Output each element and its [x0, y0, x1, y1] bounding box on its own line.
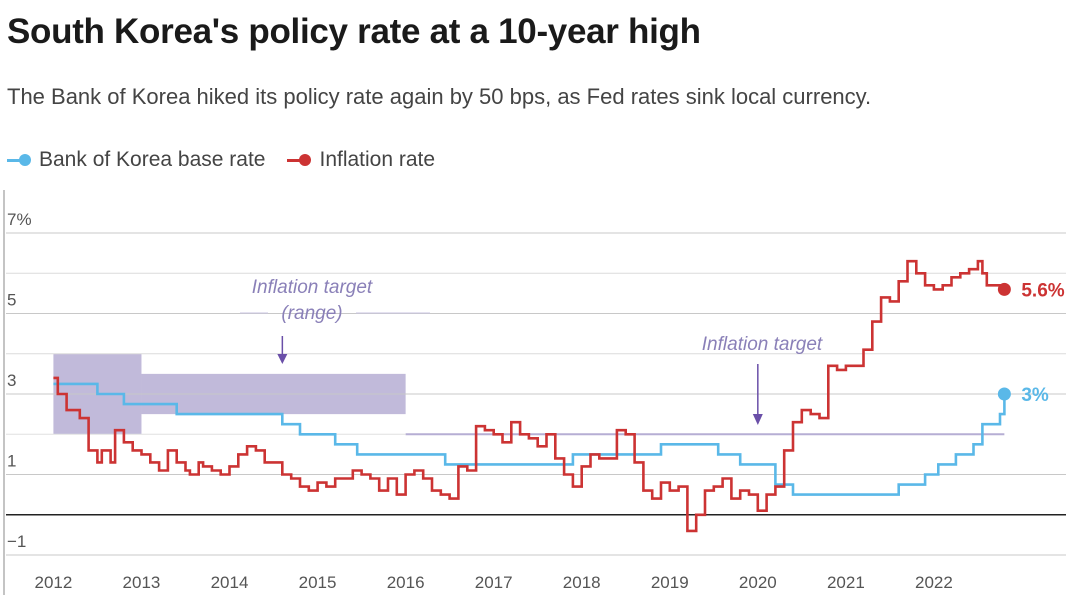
x-tick-label: 2017 — [475, 573, 513, 592]
x-tick-label: 2020 — [739, 573, 777, 592]
chart-subtitle: The Bank of Korea hiked its policy rate … — [7, 84, 872, 109]
x-tick-label: 2019 — [651, 573, 689, 592]
annotation-label: Inflation target — [252, 277, 373, 298]
x-axis-tick-labels: 2012 2013 2014 2015 2016 2017 2018 2019 2020 2021… — [35, 573, 953, 592]
y-tick-label: −1 — [7, 532, 26, 551]
y-tick-label: 5 — [7, 291, 16, 310]
x-tick-label: 2022 — [915, 573, 953, 592]
annotation-label: Inflation target — [702, 334, 823, 355]
y-tick-label: 3 — [7, 371, 16, 390]
y-tick-label: 1 — [7, 452, 16, 471]
gridlines — [3, 190, 1066, 595]
x-tick-label: 2014 — [211, 573, 249, 592]
inflation-rate-line — [53, 259, 1006, 533]
base-rate-end-label: 3% — [1021, 385, 1049, 406]
y-tick-label: 7% — [7, 210, 32, 229]
legend-label-base-rate: Bank of Korea base rate — [39, 148, 266, 171]
legend-item-inflation: Inflation rate — [287, 148, 435, 172]
x-tick-label: 2012 — [35, 573, 73, 592]
legend-swatch-base-rate — [7, 150, 33, 170]
end-markers: 3% 5.6% — [997, 280, 1065, 406]
chart-title: South Korea's policy rate at a 10-year h… — [7, 12, 701, 51]
x-tick-label: 2016 — [387, 573, 425, 592]
inflation-end-dot — [997, 282, 1011, 296]
annotation-arrow-head — [752, 414, 763, 425]
legend-label-inflation: Inflation rate — [319, 148, 436, 171]
x-tick-label: 2015 — [299, 573, 337, 592]
base-rate-line — [53, 382, 1006, 496]
y-axis-tick-labels: 7% 5 3 1 −1 — [7, 210, 32, 551]
x-tick-label: 2021 — [827, 573, 865, 592]
legend-swatch-inflation — [287, 150, 313, 170]
annotations: Inflation target (range) Inflation target — [240, 277, 823, 425]
x-tick-label: 2018 — [563, 573, 601, 592]
annotation-arrow-head — [277, 354, 288, 364]
x-tick-label: 2013 — [123, 573, 161, 592]
legend: Bank of Korea base rate Inflation rate — [7, 148, 457, 172]
base-rate-end-dot — [997, 387, 1011, 401]
annotation-label: (range) — [281, 303, 342, 324]
legend-item-base-rate: Bank of Korea base rate — [7, 148, 265, 172]
inflation-end-label: 5.6% — [1021, 280, 1064, 301]
series-lines — [53, 259, 1006, 533]
